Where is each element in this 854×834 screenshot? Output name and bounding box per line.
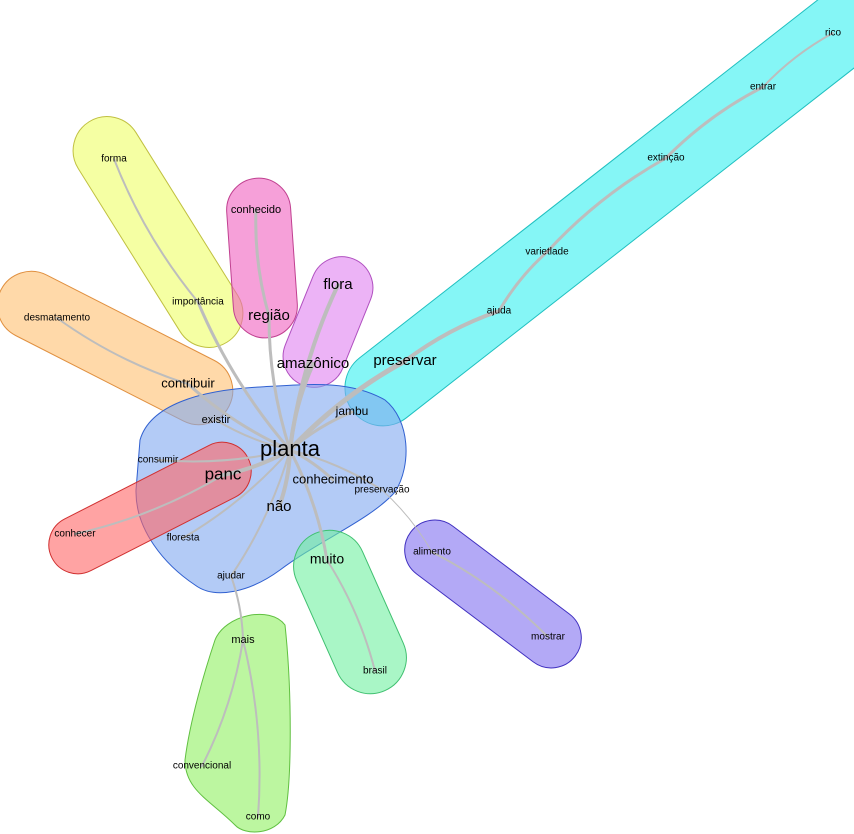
node-label: conhecimento <box>293 471 374 486</box>
cluster-cyan <box>344 0 854 427</box>
node-label: desmatamento <box>24 313 91 324</box>
edge <box>664 85 765 160</box>
edge <box>254 208 271 318</box>
node-label: ajudar <box>217 571 245 582</box>
edge <box>403 309 501 363</box>
node-label: região <box>248 307 290 324</box>
edge <box>288 448 329 562</box>
edge <box>381 489 433 553</box>
node-label: contribuir <box>161 375 215 390</box>
edge <box>182 449 291 539</box>
edge <box>221 448 292 477</box>
node-label: conhecer <box>54 529 96 540</box>
edges <box>56 32 834 818</box>
cluster-lightgreen <box>184 613 291 833</box>
node-label: jambu <box>335 404 369 418</box>
node-label: extinção <box>647 153 685 164</box>
node-label: não <box>266 498 291 515</box>
edge <box>497 250 549 313</box>
edge <box>230 575 244 641</box>
node-label: ajuda <box>487 306 512 317</box>
node-label: varietlade <box>525 247 569 258</box>
edge <box>74 474 224 535</box>
edge <box>113 158 199 303</box>
node-label: consumir <box>138 455 179 466</box>
node-label: convencional <box>173 761 231 772</box>
node-label: amazônico <box>277 355 350 372</box>
node-label: flora <box>323 276 353 293</box>
node-label: muito <box>310 551 344 567</box>
cluster-yellow <box>72 116 244 348</box>
edge <box>201 639 244 767</box>
edge <box>326 559 376 672</box>
node-label: brasil <box>363 666 387 677</box>
edge <box>230 449 291 577</box>
node-label: panc <box>205 464 242 483</box>
cluster-blue <box>135 384 407 594</box>
node-label: floresta <box>167 533 200 544</box>
edge <box>288 362 315 452</box>
edge <box>431 551 549 638</box>
node-label: alimento <box>413 547 451 558</box>
node-label: rico <box>825 28 842 39</box>
cluster-purple <box>404 519 582 669</box>
node-label: preservar <box>373 352 436 369</box>
cluster-pink <box>226 177 298 339</box>
edge <box>287 358 408 453</box>
node-label: conhecido <box>231 204 281 216</box>
edge <box>242 639 261 818</box>
edge <box>196 300 292 452</box>
node-label: planta <box>260 436 321 461</box>
edge <box>56 317 189 385</box>
node-label: existir <box>202 414 231 426</box>
edge <box>267 314 292 452</box>
node-label: forma <box>101 154 127 165</box>
node-label: entrar <box>750 82 777 93</box>
edge <box>545 156 668 254</box>
cluster-green <box>293 529 407 695</box>
node-label: importância <box>172 297 224 308</box>
node-label: mais <box>231 634 255 646</box>
node-label: como <box>246 812 271 823</box>
edge <box>277 448 292 509</box>
edge <box>289 449 383 491</box>
node-label: mostrar <box>531 632 566 643</box>
edge <box>186 382 292 452</box>
node-label: preservação <box>354 485 409 496</box>
edge <box>157 449 291 463</box>
edge <box>762 32 834 88</box>
